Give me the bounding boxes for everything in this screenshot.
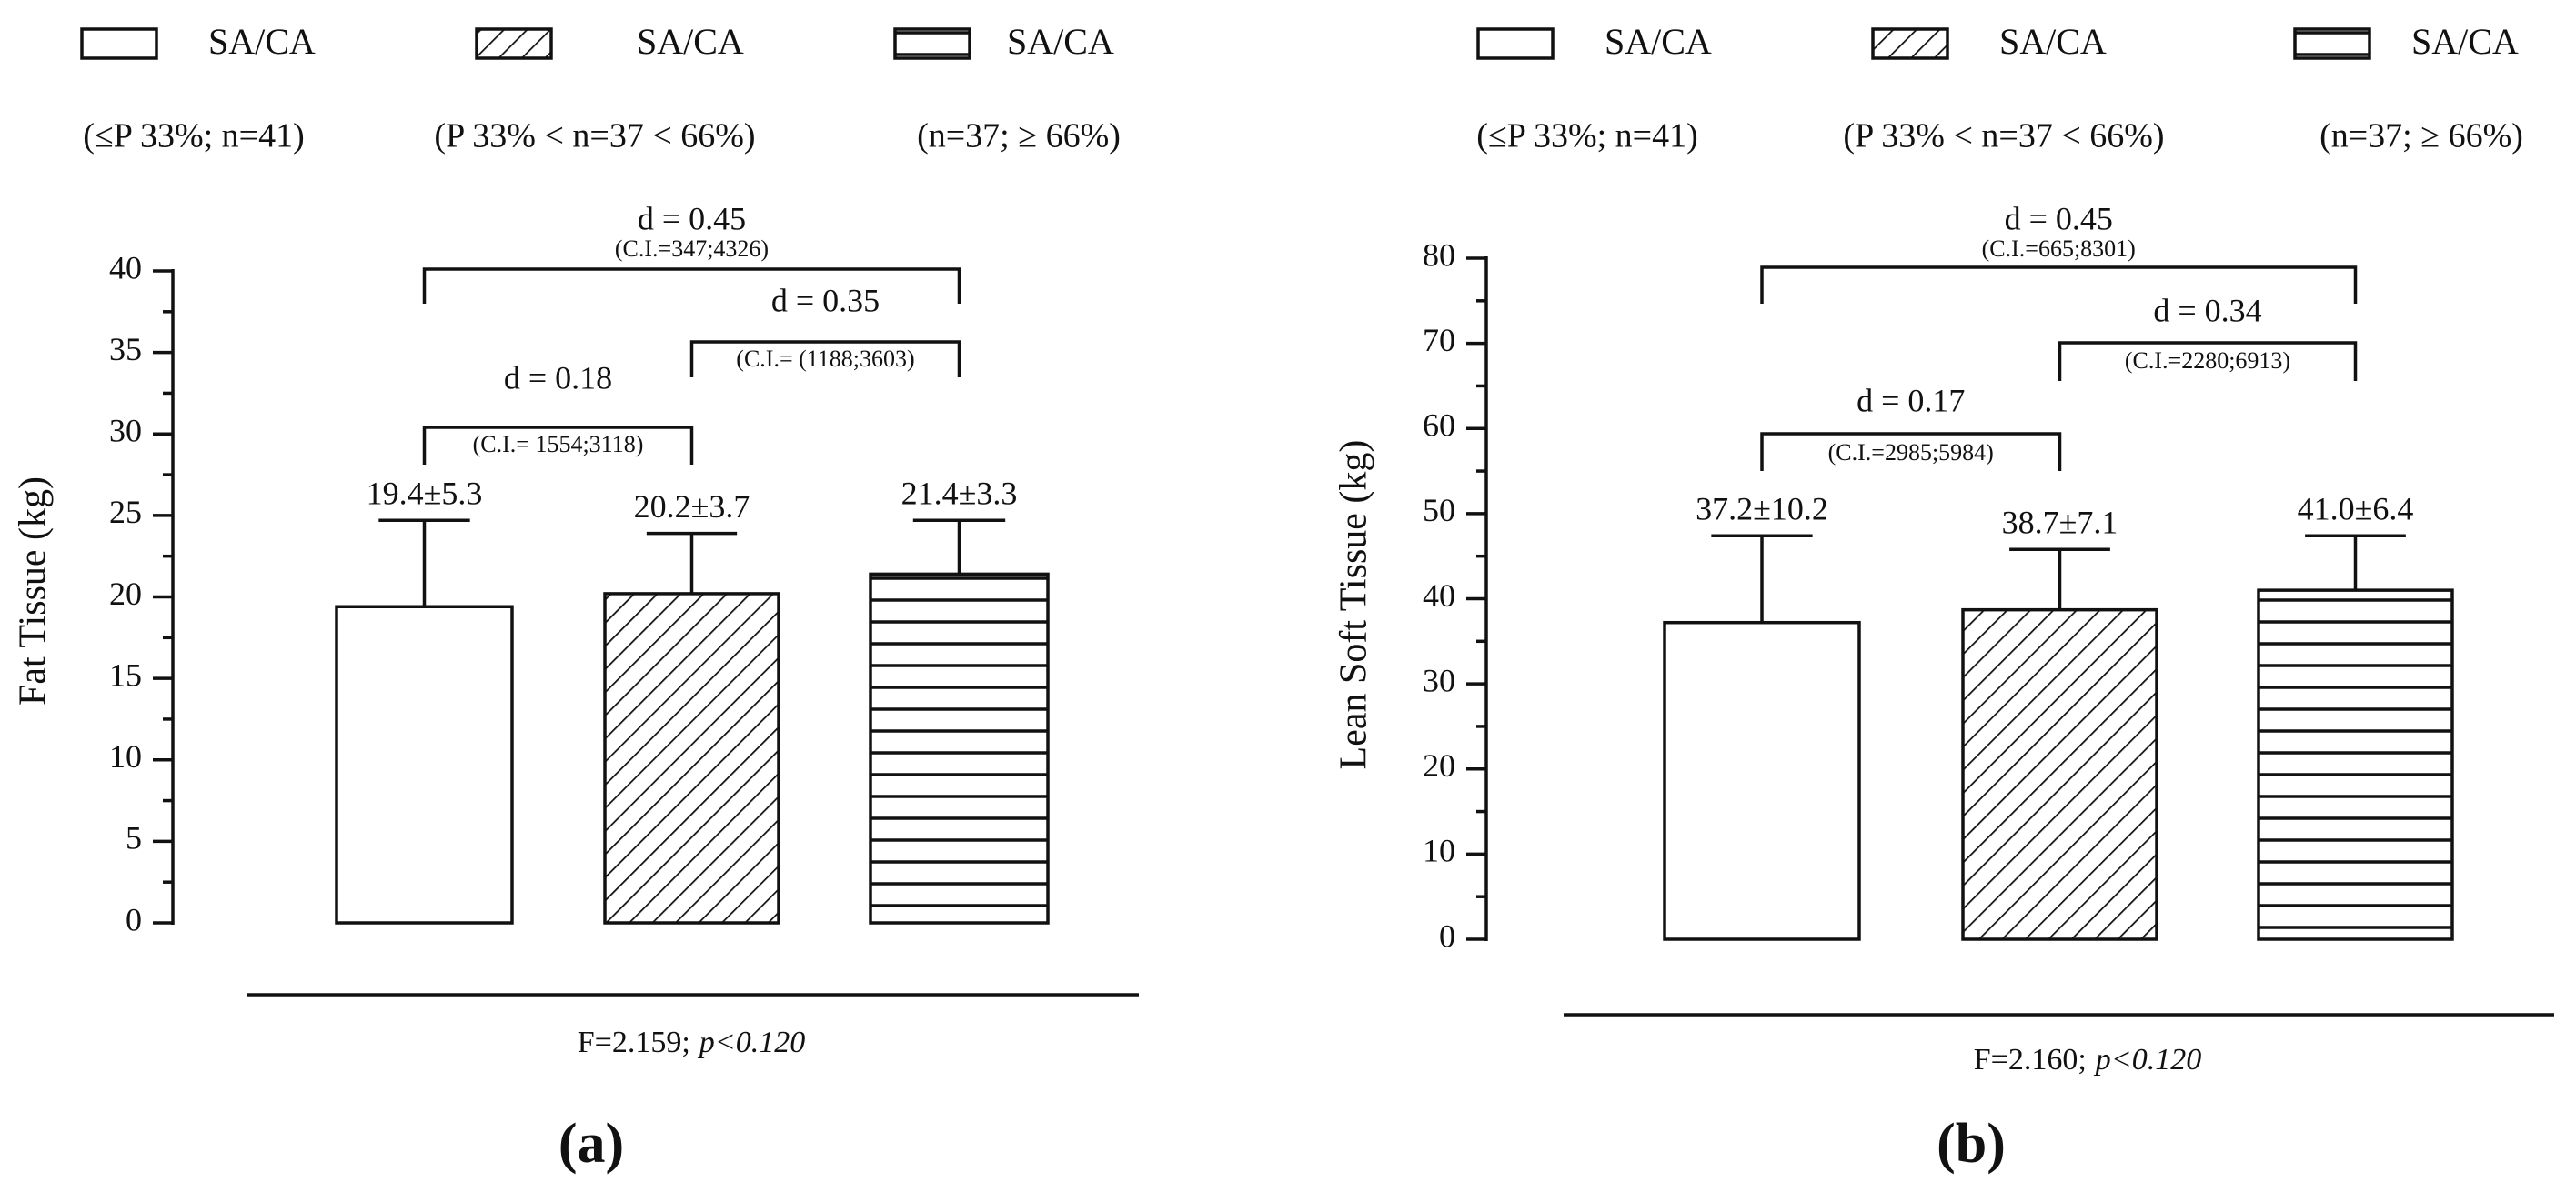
legend-label: SA/CA	[1999, 21, 2107, 62]
significance-bracket	[1760, 432, 2062, 471]
effect-size: d = 0.35	[771, 282, 880, 318]
value-label: 21.4±3.3	[901, 476, 1018, 512]
y-tick-label: 60	[1423, 407, 1455, 444]
legend-swatch	[893, 27, 971, 60]
y-tick-label: 20	[109, 576, 142, 612]
p-value: p<0.120	[698, 1026, 805, 1059]
value-label: 41.0±6.4	[2298, 490, 2414, 526]
y-tick-label: 80	[1423, 236, 1455, 273]
y-axis-label: Fat Tissue (kg)	[13, 476, 55, 706]
significance-bracket	[422, 267, 961, 304]
value-label: 19.4±5.3	[367, 476, 483, 512]
confidence-interval: (C.I.=2280;6913)	[2125, 347, 2290, 374]
confidence-interval: (C.I.=2985;5984)	[1828, 439, 1994, 466]
panel-label: (b)	[1937, 1113, 2006, 1175]
y-tick-label: 15	[109, 656, 142, 693]
y-tick-label: 40	[109, 249, 142, 285]
p-value: p<0.120	[2094, 1043, 2201, 1077]
y-tick-label: 0	[126, 901, 142, 937]
footer-stat: F=2.159; p<0.120	[578, 1026, 805, 1059]
legend-swatch	[1476, 27, 1555, 60]
legend-note: (P 33% < n=37 < 66%)	[434, 117, 755, 155]
legend-swatch	[80, 27, 158, 60]
significance-bracket	[689, 340, 961, 377]
y-tick-label: 10	[1423, 833, 1455, 869]
confidence-interval: (C.I.= (1188;3603)	[736, 346, 914, 372]
legend-label: SA/CA	[208, 21, 316, 62]
significance-bracket	[422, 426, 694, 465]
y-tick-label: 50	[1423, 492, 1455, 528]
panel-label: (a)	[558, 1113, 624, 1175]
y-tick-label: 70	[1423, 322, 1455, 358]
y-tick-label: 25	[109, 494, 142, 530]
bar	[603, 592, 780, 925]
significance-bracket	[1760, 265, 2358, 304]
effect-size: d = 0.34	[2153, 292, 2261, 328]
effect-size: d = 0.45	[2005, 200, 2113, 236]
legend-label: SA/CA	[2411, 21, 2519, 62]
bar	[869, 572, 1050, 925]
legend-label: SA/CA	[1007, 21, 1114, 62]
confidence-interval: (C.I.= 1554;3118)	[473, 431, 644, 457]
bar	[1663, 620, 1861, 941]
y-tick-label: 40	[1423, 577, 1455, 614]
effect-size: d = 0.45	[638, 200, 746, 236]
legend-note: (≤P 33%; n=41)	[83, 117, 305, 155]
value-label: 37.2±10.2	[1696, 490, 1828, 526]
confidence-interval: (C.I.=665;8301)	[1982, 235, 2136, 262]
y-tick-label: 35	[109, 331, 142, 367]
footer-stat: F=2.160; p<0.120	[1974, 1043, 2201, 1077]
legend-note: (n=37; ≥ 66%)	[2319, 117, 2523, 155]
f-statistic: F=2.159;	[578, 1026, 690, 1059]
effect-size: d = 0.17	[1857, 382, 1965, 418]
y-tick-label: 30	[1423, 662, 1455, 698]
bar	[2257, 588, 2454, 941]
legend-swatch	[1871, 27, 1949, 60]
bar	[1961, 607, 2158, 941]
chart-panel: SA/CA (≤P 33%; n=41) SA/CA (P 33% < n=37 < …	[1333, 21, 2554, 1175]
legend-note: (P 33% < n=37 < 66%)	[1843, 117, 2164, 155]
legend-note: (≤P 33%; n=41)	[1476, 117, 1698, 155]
confidence-interval: (C.I.=347;4326)	[615, 235, 769, 262]
effect-size: d = 0.18	[504, 359, 612, 396]
y-tick-label: 20	[1423, 747, 1455, 784]
f-statistic: F=2.160;	[1974, 1043, 2087, 1077]
legend-swatch	[475, 27, 553, 60]
value-label: 38.7±7.1	[2002, 504, 2118, 540]
bar	[335, 605, 514, 925]
legend-label: SA/CA	[1605, 21, 1712, 62]
y-tick-label: 30	[109, 413, 142, 449]
y-axis-label: Lean Soft Tissue (kg)	[1333, 440, 1375, 770]
legend-label: SA/CA	[637, 21, 744, 62]
y-tick-label: 0	[1439, 917, 1455, 954]
y-tick-label: 10	[109, 738, 142, 775]
legend-swatch	[2293, 27, 2371, 60]
legend-note: (n=37; ≥ 66%)	[917, 117, 1121, 155]
y-tick-label: 5	[126, 820, 142, 856]
value-label: 20.2±3.7	[634, 488, 750, 525]
significance-bracket	[2058, 341, 2358, 381]
chart-panel: SA/CA (≤P 33%; n=41) SA/CA (P 33% < n=37 < …	[13, 21, 1139, 1175]
